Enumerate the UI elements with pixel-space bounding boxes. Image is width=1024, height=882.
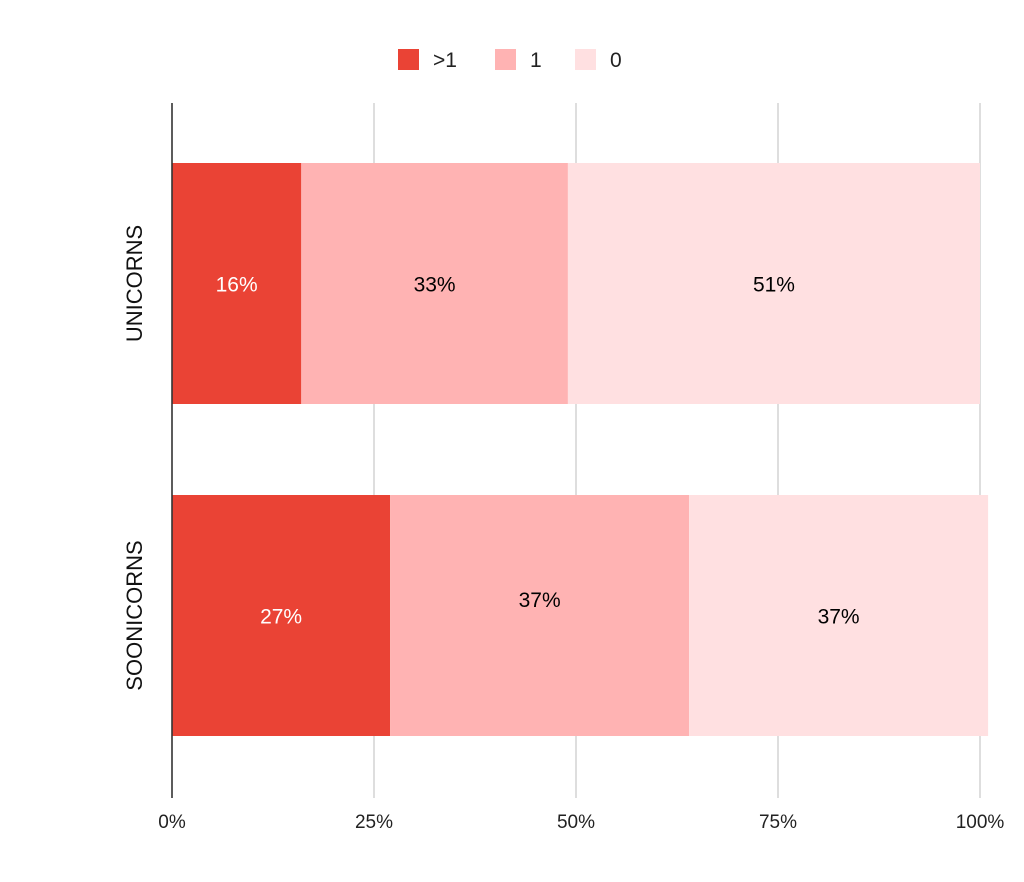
legend-swatch (575, 49, 596, 70)
axes: 0% 25% 50% 75% 100% UNICORNS SOONICORNS (122, 103, 1004, 833)
legend-label: 0 (610, 49, 622, 72)
data-label: 37% (818, 606, 860, 629)
bar-segment (172, 495, 391, 736)
data-label: 37% (519, 589, 561, 612)
x-tick-label: 25% (355, 812, 393, 833)
legend-label: >1 (433, 49, 457, 72)
bar-segment (689, 495, 989, 736)
y-category-label: UNICORNS (122, 225, 147, 342)
bars: 16% 33% 51% 27% 37% 37% (172, 163, 989, 736)
bar-segment (390, 495, 690, 736)
bar-segment (567, 163, 980, 404)
legend-swatch (495, 49, 516, 70)
x-tick-label: 0% (158, 812, 186, 833)
legend-label: 1 (530, 49, 542, 72)
legend: >1 1 0 (398, 49, 622, 72)
bar-segment (301, 163, 568, 404)
data-label: 33% (414, 274, 456, 297)
x-tick-label: 75% (759, 812, 797, 833)
data-label: 27% (260, 606, 302, 629)
data-label: 16% (216, 274, 258, 297)
y-category-label: SOONICORNS (122, 540, 147, 690)
data-label: 51% (753, 274, 795, 297)
bar-segment (172, 163, 302, 404)
x-tick-label: 100% (956, 812, 1005, 833)
legend-swatch (398, 49, 419, 70)
x-tick-label: 50% (557, 812, 595, 833)
